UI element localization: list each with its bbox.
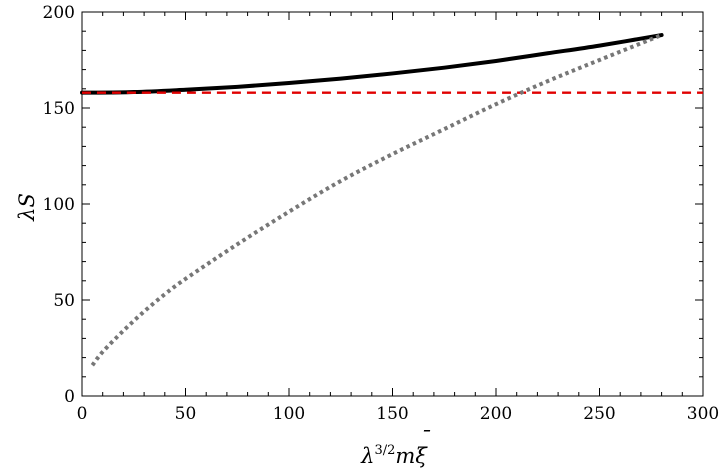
- x-label-m: m: [395, 444, 415, 468]
- tick-labels: 0 50 100 150 200 250 300 0 50 100 150 200: [43, 3, 720, 424]
- x-label-xi: ξ: [415, 444, 428, 468]
- x-tick-label: 50: [175, 404, 197, 424]
- x-tick-label: 150: [376, 404, 408, 424]
- major-ticks: [81, 11, 704, 397]
- series-line-dotted: [90, 33, 663, 367]
- plot-frame: [81, 11, 704, 397]
- y-tick-label: 100: [43, 195, 75, 215]
- x-tick-label: 300: [687, 404, 719, 424]
- y-tick-label: 150: [43, 99, 75, 119]
- x-label-exponent: 3/2: [374, 443, 395, 458]
- y-axis-label: λS: [15, 193, 39, 222]
- minor-ticks: [82, 12, 703, 396]
- x-tick-label: 0: [77, 404, 88, 424]
- x-tick-label: 250: [583, 404, 615, 424]
- series-line-solid: [80, 33, 664, 95]
- x-axis-label: λ3/2mξ: [360, 443, 428, 468]
- x-label-xi-bar: ¯: [420, 427, 431, 451]
- x-tick-label: 100: [273, 404, 305, 424]
- x-tick-label: 200: [480, 404, 512, 424]
- y-tick-label: 200: [43, 3, 75, 23]
- x-label-lambda: λ: [360, 444, 374, 468]
- y-tick-label: 50: [53, 291, 75, 311]
- series-layer: [80, 33, 703, 367]
- y-label-s: S: [15, 193, 39, 207]
- y-label-lambda: λ: [15, 208, 39, 222]
- y-tick-label: 0: [64, 387, 75, 407]
